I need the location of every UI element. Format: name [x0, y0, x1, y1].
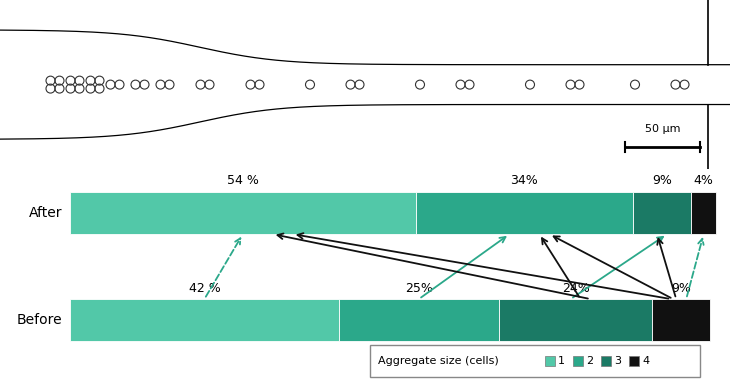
Text: 50 μm: 50 μm	[645, 124, 680, 134]
Text: 24%: 24%	[561, 282, 590, 295]
Text: 2: 2	[586, 356, 593, 366]
Bar	[601, 356, 611, 366]
Text: 1: 1	[558, 356, 565, 366]
Text: 42 %: 42 %	[188, 282, 220, 295]
Text: Aggregate size (cells): Aggregate size (cells)	[378, 356, 499, 366]
Bar	[545, 356, 555, 366]
Bar	[573, 356, 583, 366]
Text: 34%: 34%	[510, 174, 538, 187]
Bar	[70, 192, 415, 234]
Text: After: After	[28, 206, 62, 220]
Text: 4%: 4%	[694, 174, 713, 187]
Text: 4: 4	[642, 356, 649, 366]
Bar	[691, 192, 716, 234]
Bar	[653, 299, 710, 341]
FancyBboxPatch shape	[370, 345, 700, 377]
Bar	[633, 192, 691, 234]
Bar	[499, 299, 653, 341]
Text: 25%: 25%	[405, 282, 433, 295]
Bar	[70, 299, 339, 341]
Text: 9%: 9%	[672, 282, 691, 295]
Bar	[629, 356, 639, 366]
Text: 3: 3	[614, 356, 621, 366]
Text: 9%: 9%	[652, 174, 672, 187]
Text: Before: Before	[16, 313, 62, 327]
Text: 54 %: 54 %	[227, 174, 258, 187]
Bar	[415, 192, 633, 234]
Bar	[339, 299, 499, 341]
